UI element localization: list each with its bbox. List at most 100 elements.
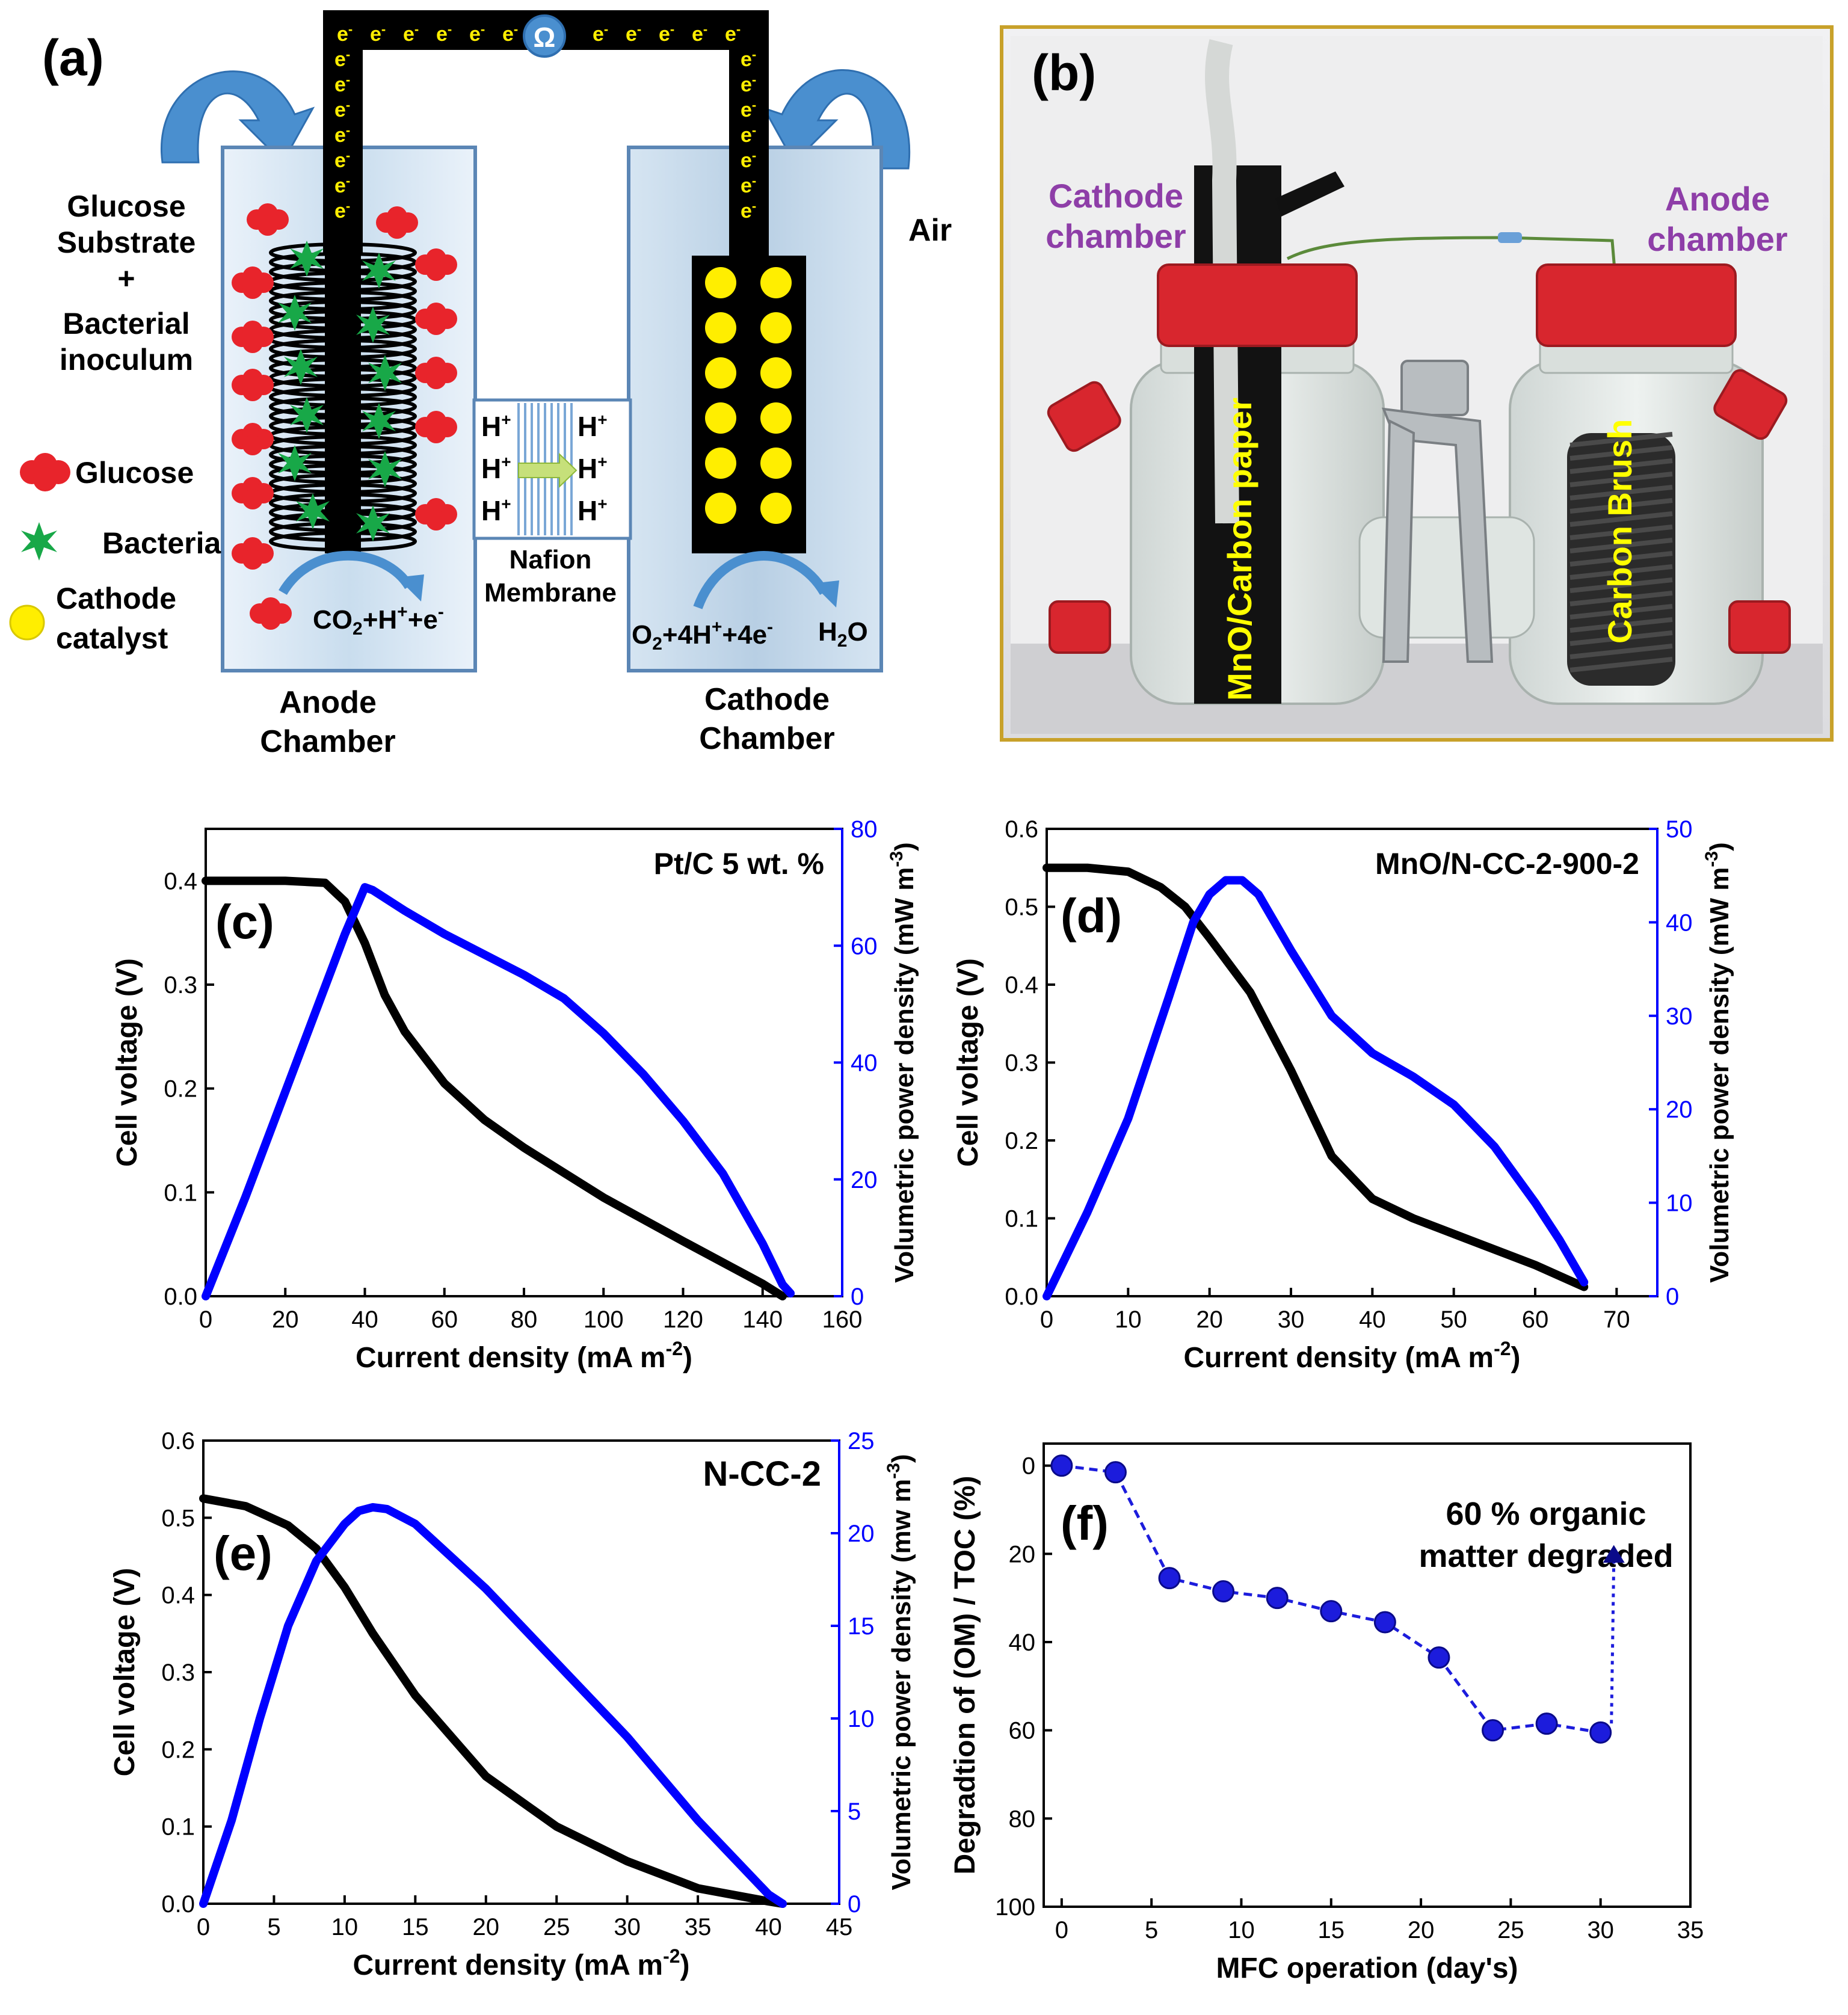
- nafion-membrane: H+H+H+H+H+H+: [472, 398, 632, 540]
- glucose-icon: [232, 321, 274, 353]
- bacteria-icon: [368, 355, 402, 391]
- x-tick-label: 10: [1115, 1306, 1142, 1333]
- air-tube: [1205, 39, 1239, 524]
- cell-voltage-curve: [202, 876, 787, 1300]
- data-point: [1104, 1461, 1127, 1484]
- glucose-legend-icon: [20, 453, 70, 491]
- y2-tick-label: 0: [851, 1284, 864, 1310]
- glucose-icon: [247, 203, 289, 236]
- substrate-label-line-2: Substrate: [57, 226, 196, 259]
- substrate-inflow-arrow: [161, 70, 315, 164]
- y2-tick-label: 20: [848, 1521, 875, 1547]
- catalyst-particle: [705, 312, 736, 343]
- panel-b-label: (b): [1032, 45, 1096, 101]
- x-tick-label: 35: [685, 1914, 712, 1940]
- data-point: [1482, 1719, 1505, 1742]
- catalyst-particle: [705, 448, 736, 479]
- bacteria-icon: [356, 505, 390, 541]
- anode-reaction: CO2+H++e-: [313, 602, 444, 639]
- plot-frame: [205, 828, 843, 1297]
- resistor: [1498, 232, 1522, 243]
- bacteria-icon: [296, 493, 330, 529]
- cathode-chamber-label-1: Cathode: [704, 682, 830, 717]
- y-tick-label: 0.6: [161, 1428, 195, 1454]
- substrate-label-line-5: inoculum: [60, 343, 193, 377]
- substrate-label-line-3: +: [117, 262, 135, 295]
- bacteria-icon: [362, 253, 396, 289]
- plot-frame: [1043, 1442, 1692, 1908]
- y-tick-label: 0.0: [1005, 1284, 1038, 1310]
- y-tick-label: 0.5: [1005, 894, 1038, 921]
- data-point: [1589, 1721, 1612, 1744]
- anode-chamber-label-2: Chamber: [260, 724, 395, 759]
- data-point: [1373, 1611, 1396, 1634]
- catalyst-particle: [760, 357, 792, 389]
- bacteria-icon: [368, 451, 402, 487]
- x-tick-label: 15: [402, 1914, 429, 1940]
- y2-axis-label: Volumetric power density (mW m-3): [1702, 842, 1734, 1282]
- x-tick-label: 0: [197, 1914, 210, 1940]
- chart-title: MnO/N-CC-2-900-2: [1375, 847, 1639, 881]
- bacteria-icon: [362, 403, 396, 439]
- y2-tick-label: 10: [848, 1706, 875, 1732]
- x-tick-label: 80: [511, 1306, 538, 1333]
- x-tick-label: 25: [1497, 1917, 1524, 1943]
- brush-coil: [269, 416, 417, 436]
- brush-coil: [269, 521, 417, 542]
- bacteria-icon: [356, 307, 390, 343]
- x-tick-label: 70: [1603, 1306, 1630, 1333]
- brush-coil: [269, 473, 417, 494]
- catalyst-particle: [760, 312, 792, 343]
- y2-axis-label: Volumetric power density (mw m-3): [884, 1454, 916, 1890]
- catalyst-legend-icon: [9, 604, 45, 641]
- power-density-curve: [1043, 876, 1589, 1300]
- y-tick-label: 0.2: [164, 1076, 197, 1103]
- catalyst-particle: [760, 448, 792, 479]
- brush-coil: [269, 406, 417, 426]
- brush-coil: [269, 396, 417, 417]
- bacteria-icon: [278, 445, 312, 481]
- y-tick-label: 0.2: [161, 1737, 195, 1763]
- glucose-icon: [250, 597, 292, 630]
- brush-coil: [269, 464, 417, 484]
- glucose-icon: [415, 357, 457, 389]
- y-tick-label: 0.3: [1005, 1050, 1038, 1077]
- air-inflow-arrow: [762, 69, 911, 170]
- brush-coil: [269, 454, 417, 475]
- panel-a-label: (a): [42, 29, 104, 86]
- glucose-icon: [232, 537, 274, 570]
- x-tick-label: 30: [1587, 1917, 1614, 1943]
- legend-bacteria: Bacteria: [102, 526, 222, 560]
- air-label: Air: [908, 213, 952, 248]
- x-tick-label: 0: [1040, 1306, 1053, 1333]
- glucose-icon: [415, 498, 457, 531]
- power-density-curve: [199, 1503, 787, 1908]
- x-tick-label: 45: [826, 1914, 853, 1940]
- pinch-clamp: [1381, 360, 1494, 663]
- x-tick-label: 140: [742, 1306, 783, 1333]
- y2-tick-label: 0: [848, 1891, 861, 1918]
- glucose-icon: [415, 303, 457, 335]
- brush-coil: [269, 281, 417, 301]
- annotation-arrow: [1610, 1562, 1616, 1724]
- brush-coil: [269, 310, 417, 330]
- electron-glyph: e-: [469, 22, 485, 46]
- panel-c-label: (c): [215, 895, 274, 949]
- y2-tick-label: 40: [851, 1050, 878, 1077]
- catalyst-particle: [705, 357, 736, 389]
- membrane-label-line-2: Membrane: [484, 578, 617, 608]
- y2-axis-label: Volumetric power density (mW m-3): [887, 842, 919, 1282]
- x-tick-label: 5: [1145, 1917, 1158, 1943]
- glucose-icon: [415, 411, 457, 443]
- glucose-icon: [415, 248, 457, 281]
- y-tick-label: 0.4: [1005, 972, 1038, 998]
- y-tick-label: 0.3: [164, 972, 197, 998]
- x-tick-label: 40: [755, 1914, 782, 1940]
- y-tick-label: 0.4: [164, 868, 197, 894]
- brush-coil: [269, 300, 417, 321]
- legend-cathode: Cathode: [56, 582, 176, 615]
- catalyst-particle: [760, 267, 792, 298]
- cathode-reaction-arrow: [693, 551, 828, 609]
- bacteria-icon: [278, 295, 312, 331]
- left-electrode-label: MnO/Carbon paper: [1221, 398, 1258, 701]
